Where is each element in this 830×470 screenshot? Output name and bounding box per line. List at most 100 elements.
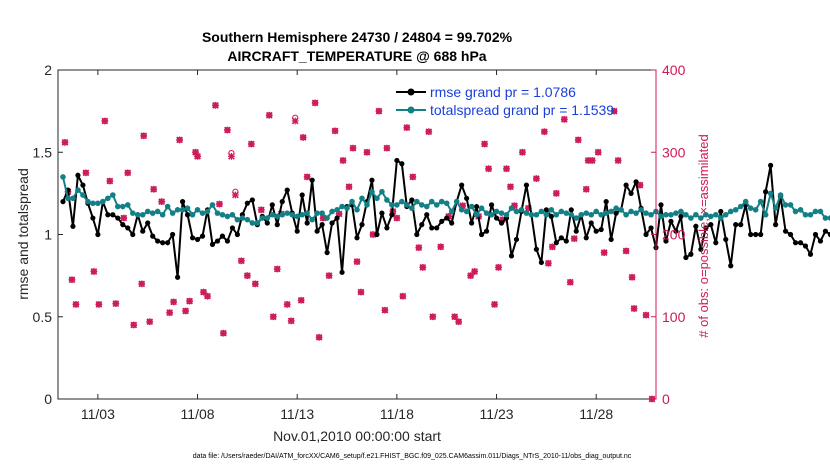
series-point-totalspread — [309, 216, 315, 223]
series-point-totalspread — [219, 211, 226, 218]
y-axis-left: 0 0.5 1 1.5 2 — [33, 62, 63, 407]
series-point-rmse — [304, 220, 310, 226]
series-point-rmse — [324, 249, 330, 256]
series-point-totalspread — [214, 210, 221, 216]
series-point-totalspread — [688, 215, 694, 221]
series-point-totalspread — [618, 207, 624, 213]
obs-assimilated-marker — [349, 144, 357, 152]
series-point-totalspread — [304, 210, 310, 216]
series-point-totalspread — [503, 211, 510, 218]
series-point-totalspread — [438, 198, 445, 205]
obs-assimilated-marker — [566, 278, 574, 286]
series-point-totalspread — [269, 211, 276, 218]
series-point-rmse — [90, 215, 96, 221]
series-point-rmse — [474, 203, 480, 210]
series-point-rmse — [60, 199, 66, 205]
series-point-rmse — [394, 157, 400, 164]
series-point-totalspread — [124, 202, 131, 208]
series-point-totalspread — [189, 211, 196, 218]
series-point-totalspread — [623, 211, 629, 218]
obs-assimilated-marker — [503, 165, 510, 173]
obs-assimilated-marker — [283, 301, 291, 308]
y-right-tick-label: 200 — [662, 227, 686, 243]
series-point-rmse — [389, 212, 395, 218]
series-point-rmse — [523, 182, 530, 188]
series-point-totalspread — [354, 207, 360, 213]
series-point-rmse — [508, 253, 515, 259]
series-point-totalspread — [339, 203, 345, 210]
series-point-totalspread — [782, 202, 789, 208]
series-point-totalspread — [179, 207, 186, 213]
x-tick-label: 11/18 — [380, 406, 414, 422]
series-point-rmse — [802, 243, 809, 249]
legend-totalspread-marker — [407, 106, 415, 114]
series-point-totalspread — [683, 211, 689, 218]
series-point-rmse — [115, 215, 121, 221]
series-point-totalspread — [299, 211, 305, 218]
series-point-totalspread — [139, 211, 146, 218]
series-point-totalspread — [409, 205, 415, 211]
series-point-totalspread — [558, 208, 565, 215]
series-point-totalspread — [314, 210, 320, 216]
series-point-totalspread — [812, 208, 819, 215]
series-point-totalspread — [95, 200, 101, 207]
series-point-totalspread — [528, 211, 535, 218]
series-point-totalspread — [169, 210, 176, 216]
series-point-rmse — [633, 179, 639, 185]
series-point-totalspread — [384, 197, 390, 203]
series-point-totalspread — [428, 198, 435, 205]
series-point-totalspread — [543, 211, 550, 218]
obs-assimilated-marker — [194, 152, 201, 160]
series-point-rmse — [688, 251, 694, 257]
series-point-totalspread — [159, 211, 166, 218]
series-point-rmse — [718, 208, 724, 215]
series-point-totalspread — [628, 208, 634, 215]
obs-assimilated-marker — [287, 317, 295, 325]
series-point-rmse — [628, 190, 634, 196]
series-point-totalspread — [105, 195, 111, 202]
series-point-rmse — [548, 213, 554, 219]
obs-assimilated-marker — [383, 144, 391, 152]
series-point-rmse — [733, 222, 739, 228]
series-point-rmse — [782, 228, 789, 234]
series-point-rmse — [199, 233, 206, 239]
obs-assimilated-marker — [485, 165, 492, 173]
obs-assimilated-marker — [375, 107, 383, 115]
series-point-rmse — [429, 225, 435, 231]
obs-assimilated-marker — [594, 148, 602, 156]
series-point-totalspread — [174, 207, 181, 213]
obs-assimilated-marker — [251, 280, 259, 288]
series-point-totalspread — [349, 198, 355, 205]
series-point-totalspread — [762, 211, 769, 218]
series-point-rmse — [738, 222, 744, 228]
series-point-totalspread — [274, 213, 281, 220]
obs-layer — [61, 99, 656, 403]
series-point-rmse — [70, 223, 76, 229]
obs-assimilated-marker — [345, 183, 353, 191]
series-point-rmse — [493, 215, 500, 221]
obs-assimilated-marker — [68, 276, 76, 284]
chart-title-line1: Southern Hemisphere 24730 / 24804 = 99.7… — [202, 29, 513, 45]
series-point-rmse — [130, 231, 136, 238]
series-point-totalspread — [553, 211, 560, 218]
series-point-rmse — [439, 218, 445, 224]
series-point-rmse — [658, 202, 664, 208]
series-point-rmse — [399, 161, 405, 167]
series-point-totalspread — [658, 213, 664, 220]
series-point-totalspread — [144, 208, 151, 215]
obs-assimilated-marker — [303, 173, 311, 181]
series-point-totalspread — [259, 215, 266, 221]
series-point-totalspread — [414, 198, 420, 205]
y-left-tick-label: 0 — [44, 391, 52, 407]
series-point-totalspread — [204, 208, 211, 215]
obs-assimilated-marker — [150, 185, 158, 193]
obs-assimilated-marker — [491, 301, 498, 308]
series-point-totalspread — [568, 211, 575, 218]
series-point-rmse — [189, 235, 196, 241]
obs-assimilated-marker — [216, 200, 223, 208]
series-point-rmse — [753, 231, 759, 238]
series-point-totalspread — [578, 211, 585, 218]
obs-assimilated-marker — [140, 132, 148, 140]
obs-assimilated-marker — [552, 189, 560, 197]
series-point-totalspread — [802, 211, 809, 218]
